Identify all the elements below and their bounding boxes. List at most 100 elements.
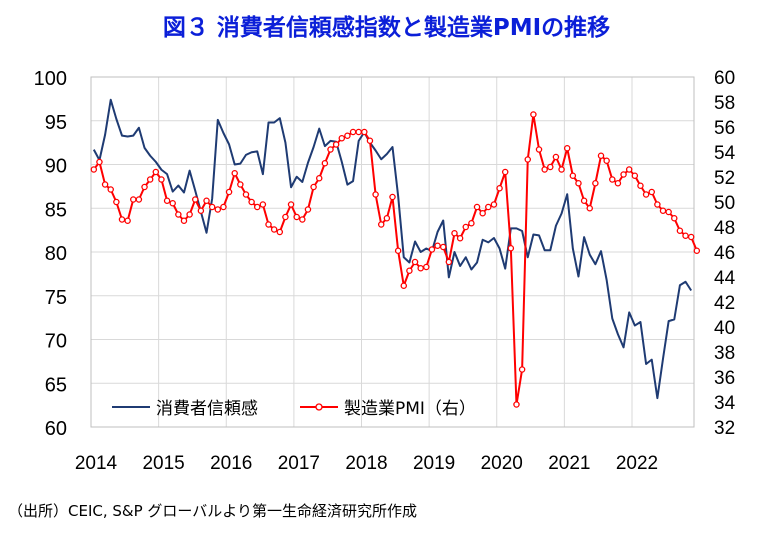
pmi-point bbox=[107, 186, 114, 193]
y-right-tick-label: 54 bbox=[714, 143, 736, 164]
source-note: （出所）CEIC, S&P グローバルより第一生命経済研究所作成 bbox=[8, 502, 417, 520]
pmi-point bbox=[169, 199, 176, 207]
y-left-tick-label: 90 bbox=[45, 156, 67, 178]
consumer-confidence-line bbox=[92, 98, 693, 400]
pmi-point bbox=[631, 172, 639, 179]
pmi-point bbox=[558, 166, 565, 173]
line-chart: 60 65 70 75 80 85 90 95 100 32 34 36 38 40 42 44 46 48 50… bbox=[34, 68, 736, 474]
pmi-point bbox=[507, 244, 515, 252]
pmi-point bbox=[547, 163, 554, 171]
y-right-tick-label: 50 bbox=[714, 193, 735, 214]
pmi-point bbox=[428, 246, 436, 253]
pmi-point bbox=[659, 207, 667, 214]
pmi-point bbox=[518, 366, 526, 373]
y-right-tick-label: 46 bbox=[714, 243, 735, 264]
pmi-point bbox=[490, 201, 498, 208]
pmi-point bbox=[625, 166, 633, 173]
pmi-point bbox=[423, 263, 430, 271]
y-right-tick-label: 56 bbox=[714, 118, 735, 139]
pmi-point bbox=[603, 157, 610, 164]
y-left-tick-label: 85 bbox=[45, 199, 67, 221]
pmi-point bbox=[563, 144, 571, 152]
pmi-point bbox=[208, 203, 216, 211]
pmi-point bbox=[609, 176, 616, 183]
pmi-point bbox=[180, 217, 188, 224]
pmi-point bbox=[293, 213, 300, 221]
pmi-point bbox=[439, 243, 447, 251]
pmi-point bbox=[158, 176, 165, 183]
pmi-point bbox=[225, 188, 233, 196]
pmi-point bbox=[175, 211, 182, 218]
pmi-point bbox=[361, 128, 368, 136]
chart-title: 図３ 消費者信頼感指数と製造業PMIの推移 bbox=[162, 15, 611, 41]
pmi-point bbox=[366, 137, 374, 144]
pmi-point bbox=[468, 219, 475, 227]
y-left-tick-label: 65 bbox=[45, 374, 67, 396]
pmi-point bbox=[135, 196, 143, 203]
x-tick-label: 2020 bbox=[481, 453, 523, 474]
legend-label-consumer: 消費者信頼感 bbox=[156, 399, 258, 419]
pmi-point bbox=[394, 247, 402, 254]
y-axis-right: 32 34 36 38 40 42 44 46 48 50 52 54 56 58 60 bbox=[714, 68, 736, 439]
x-axis: 2014 2015 2016 2017 2018 2019 2020 2021 2022 bbox=[75, 453, 658, 474]
pmi-point bbox=[462, 223, 470, 231]
pmi-point bbox=[389, 193, 396, 201]
pmi-point bbox=[665, 208, 672, 216]
pmi-point bbox=[321, 159, 329, 167]
pmi-point bbox=[597, 152, 605, 159]
y-left-tick-label: 70 bbox=[45, 331, 67, 353]
pmi-point bbox=[242, 191, 250, 198]
x-tick-label: 2014 bbox=[75, 453, 118, 474]
pmi-point bbox=[485, 203, 492, 211]
series-group bbox=[90, 98, 701, 408]
pmi-point bbox=[203, 197, 210, 204]
y-right-tick-label: 44 bbox=[714, 268, 736, 289]
pmi-point bbox=[332, 141, 340, 148]
pmi-point bbox=[434, 242, 441, 249]
x-tick-label: 2018 bbox=[345, 453, 387, 474]
pmi-point bbox=[214, 206, 222, 213]
pmi-point bbox=[524, 156, 532, 163]
pmi-point bbox=[338, 134, 346, 142]
pmi-point bbox=[575, 179, 582, 187]
pmi-point bbox=[304, 206, 312, 213]
legend: 消費者信頼感 製造業PMI（右） bbox=[112, 399, 476, 419]
pmi-point bbox=[417, 264, 424, 272]
pmi-point bbox=[96, 158, 103, 166]
pmi-point bbox=[682, 232, 689, 239]
pmi-point bbox=[406, 267, 413, 274]
y-right-tick-label: 52 bbox=[714, 168, 735, 189]
pmi-point bbox=[592, 179, 599, 187]
y-right-tick-label: 38 bbox=[714, 343, 735, 364]
pmi-point bbox=[676, 227, 684, 234]
x-tick-label: 2019 bbox=[413, 453, 455, 474]
pmi-point bbox=[130, 196, 137, 203]
pmi-point bbox=[383, 214, 391, 222]
x-tick-label: 2016 bbox=[210, 453, 252, 474]
pmi-point bbox=[586, 204, 593, 212]
pmi-point bbox=[637, 182, 644, 189]
pmi-point bbox=[614, 179, 622, 187]
pmi-point bbox=[253, 203, 261, 211]
pmi-point bbox=[237, 181, 244, 188]
pmi-point bbox=[101, 181, 109, 188]
pmi-point bbox=[496, 184, 503, 192]
legend-marker-pmi bbox=[315, 403, 323, 411]
pmi-point bbox=[90, 166, 98, 173]
pmi-point bbox=[124, 217, 131, 224]
pmi-point bbox=[186, 211, 193, 218]
x-tick-label: 2015 bbox=[142, 453, 184, 474]
y-left-tick-label: 100 bbox=[34, 68, 67, 90]
y-left-tick-label: 80 bbox=[45, 243, 67, 265]
pmi-point bbox=[192, 196, 199, 203]
y-left-tick-label: 95 bbox=[45, 112, 67, 134]
pmi-point bbox=[530, 111, 537, 118]
pmi-point bbox=[693, 247, 701, 254]
y-right-tick-label: 60 bbox=[714, 68, 735, 89]
pmi-point bbox=[513, 401, 520, 408]
pmi-point bbox=[248, 198, 255, 206]
pmi-point bbox=[687, 233, 695, 241]
pmi-point bbox=[141, 183, 148, 191]
pmi-point bbox=[163, 197, 171, 204]
pmi-point bbox=[620, 171, 627, 178]
